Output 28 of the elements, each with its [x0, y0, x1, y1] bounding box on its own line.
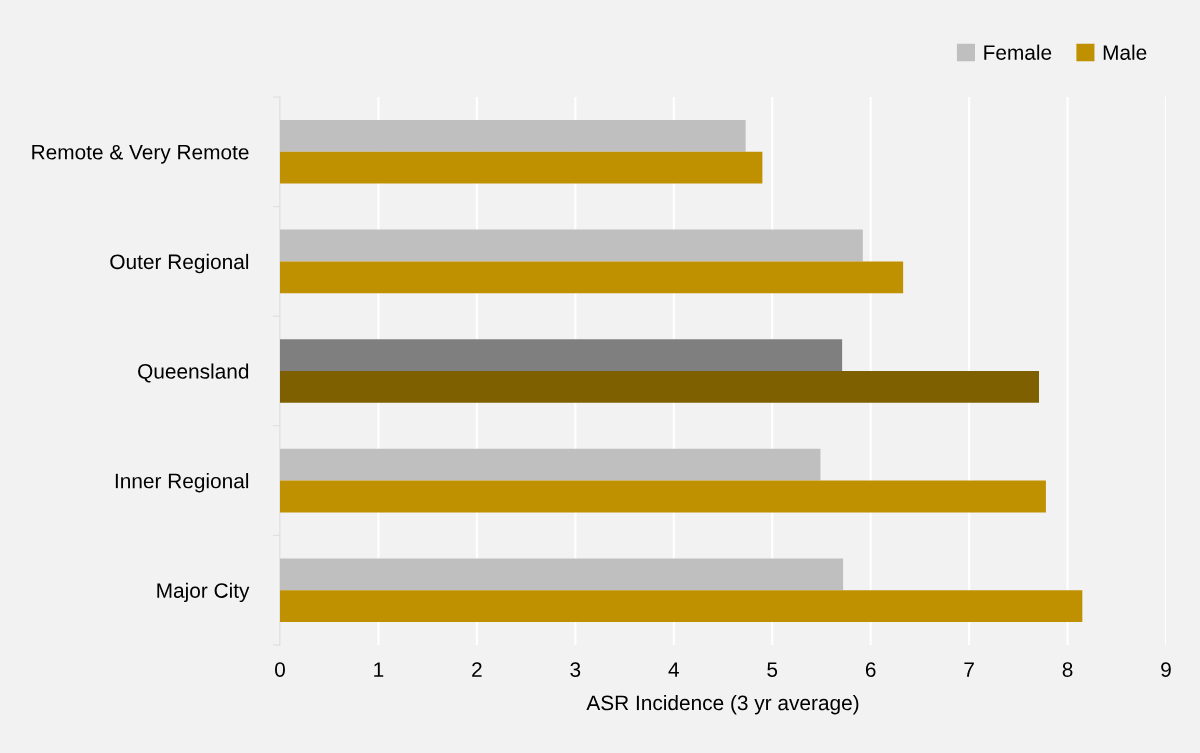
legend-label: Male: [1103, 44, 1147, 60]
x-tick-label: 7: [964, 662, 974, 677]
bar: [280, 120, 746, 152]
y-tick-label: Remote & Very Remote: [32, 144, 249, 164]
x-tick-label: 1: [374, 662, 384, 677]
bar: [280, 558, 844, 591]
x-tick-label: 8: [1062, 662, 1073, 677]
y-tick-label: Queensland: [138, 363, 249, 383]
y-tick-label: Outer Regional: [110, 253, 249, 274]
legend-label: Female: [984, 44, 1052, 60]
bar: [280, 448, 821, 481]
bar: [280, 261, 904, 294]
bar: [280, 371, 1040, 403]
y-tick-label: Major City: [157, 582, 250, 603]
y-tick-label: Inner Regional: [115, 473, 249, 493]
x-tick-label: 6: [865, 662, 876, 677]
bar: [280, 480, 1046, 513]
bar: [280, 339, 843, 371]
bar: [280, 151, 763, 184]
x-tick-label: 9: [1161, 662, 1171, 677]
bar: [280, 229, 863, 262]
x-tick-label: 3: [570, 662, 581, 677]
x-tick-label: 5: [767, 662, 778, 677]
bar: [280, 590, 1083, 622]
x-tick-label: 0: [275, 662, 285, 677]
x-tick-label: 4: [668, 662, 679, 677]
x-axis-title: ASR Incidence (3 yr average): [586, 694, 859, 715]
x-tick-label: 2: [472, 662, 482, 677]
